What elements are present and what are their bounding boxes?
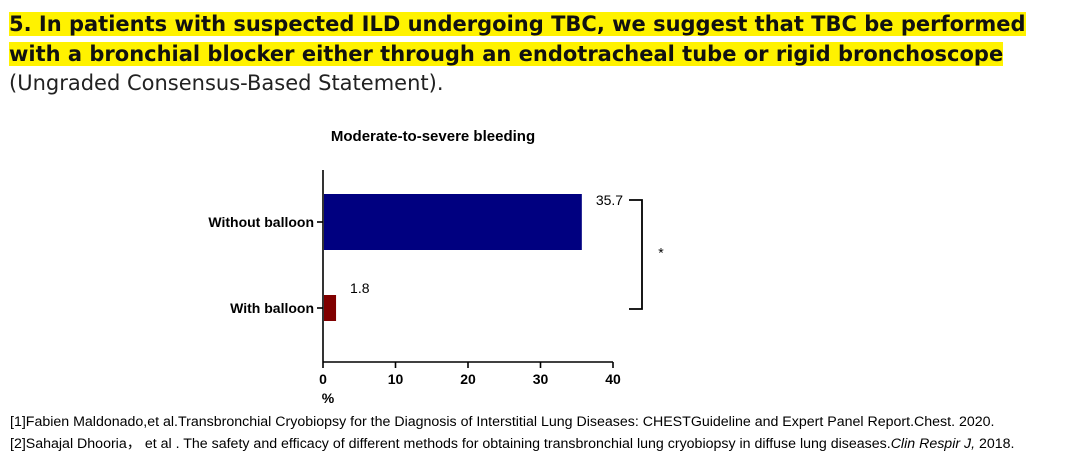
value-label: 1.8 <box>350 280 370 296</box>
reference-2-text: [2]Sahajal Dhooria， et al . The safety a… <box>10 435 891 452</box>
x-tick-label: 10 <box>388 371 404 387</box>
bar <box>324 295 337 321</box>
statement-text: In patients with suspected ILD undergoin… <box>9 12 1026 66</box>
chart-body: 0 10 20 30 40% Without balloon 35.7 With balloo… <box>208 170 664 406</box>
bar <box>324 194 582 250</box>
statement-grade: (Ungraded Consensus-Based Statement). <box>9 71 444 95</box>
statement-number: 5. <box>9 12 32 36</box>
category-label: With balloon <box>230 300 314 316</box>
significance-marker: * <box>658 245 664 261</box>
significance-bracket <box>629 199 643 310</box>
value-label: 35.7 <box>596 192 623 208</box>
reference-2: [2]Sahajal Dhooria， et al . The safety a… <box>10 434 1078 456</box>
x-tick-label: 30 <box>533 371 549 387</box>
x-tick-label: 20 <box>460 371 476 387</box>
x-tick-label: 40 <box>605 371 621 387</box>
reference-1: [1]Fabien Maldonado,et al.Transbronchial… <box>10 412 1078 434</box>
reference-1-text: [1]Fabien Maldonado,et al.Transbronchial… <box>10 414 995 430</box>
chart-title: Moderate-to-severe bleeding <box>331 128 535 145</box>
reference-2-year: 2018. <box>975 435 1015 452</box>
recommendation-statement: 5. In patients with suspected ILD underg… <box>9 10 1077 99</box>
bleeding-bar-chart: Moderate-to-severe bleeding 0 10 20 30 40% Wi… <box>208 128 664 406</box>
references: [1]Fabien Maldonado,et al.Transbronchial… <box>10 412 1078 455</box>
reference-2-journal: Clin Respir J, <box>890 435 976 452</box>
x-axis-label: % <box>322 390 335 406</box>
category-label: Without balloon <box>208 214 314 230</box>
x-tick-label: 0 <box>319 371 327 387</box>
